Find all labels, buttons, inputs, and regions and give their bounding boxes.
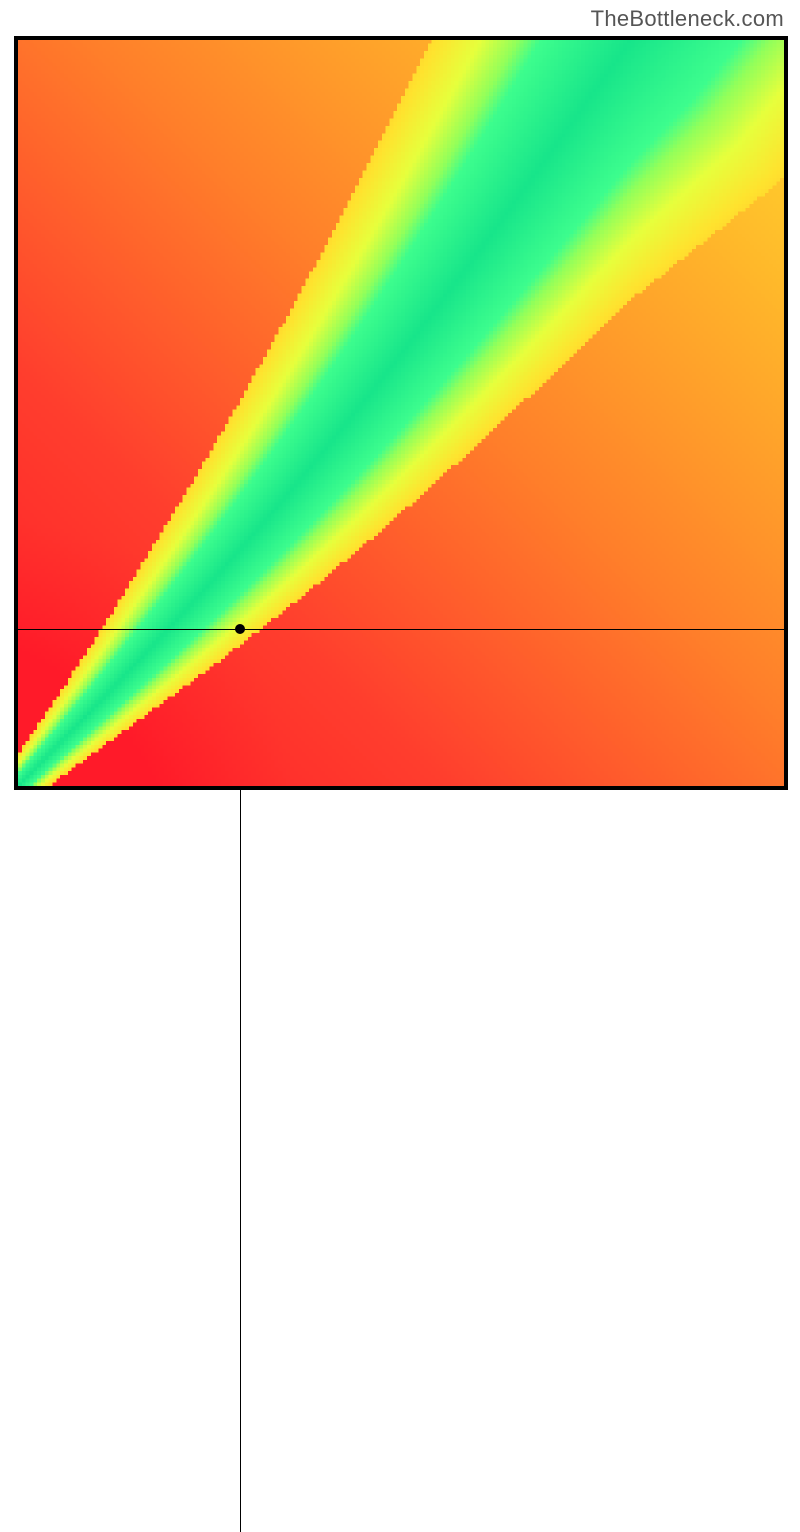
crosshair-horizontal xyxy=(18,629,784,630)
plot-area xyxy=(18,40,784,786)
crosshair-point xyxy=(235,624,245,634)
chart-container: TheBottleneck.com xyxy=(0,0,800,800)
watermark-text: TheBottleneck.com xyxy=(591,6,784,32)
crosshair-vertical xyxy=(240,786,241,1532)
heatmap-canvas xyxy=(18,40,784,786)
